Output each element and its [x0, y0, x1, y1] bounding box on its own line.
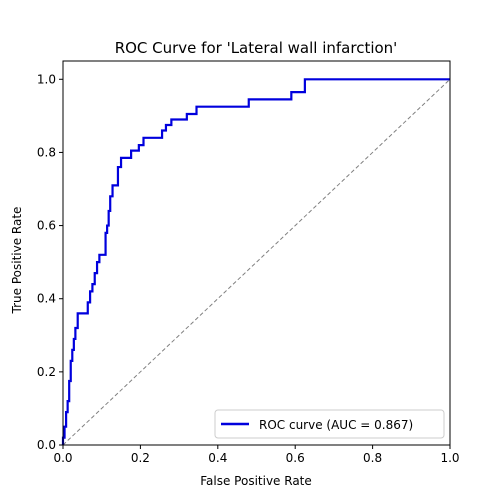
y-tick-label: 0.4 [37, 292, 56, 306]
y-tick-label: 1.0 [37, 72, 56, 86]
x-tick-label: 0.2 [131, 451, 150, 465]
plot-area [61, 60, 451, 446]
chart-title: ROC Curve for 'Lateral wall infarction' [115, 39, 398, 57]
y-tick-label: 0.8 [37, 145, 56, 159]
y-tick-label: 0.6 [37, 219, 56, 233]
axes-frame [62, 60, 451, 446]
x-tick-label: 0.0 [53, 451, 72, 465]
diagonal-reference-line [62, 78, 451, 446]
x-axis-label: False Positive Rate [200, 474, 312, 488]
legend: ROC curve (AUC = 0.867) [214, 409, 445, 439]
x-tick-label: 0.4 [208, 451, 227, 465]
legend-frame [214, 409, 445, 439]
y-tick-label: 0.0 [37, 438, 56, 452]
x-tick-label: 0.6 [286, 451, 305, 465]
roc-curve-line [61, 78, 450, 445]
x-tick-label: 1.0 [440, 451, 459, 465]
x-tick-label: 0.8 [363, 451, 382, 465]
y-tick-label: 0.2 [37, 365, 56, 379]
y-axis-label: True Positive Rate [10, 207, 24, 315]
legend-label-roc: ROC curve (AUC = 0.867) [259, 418, 413, 432]
axis-ticks: 0.0 0.2 0.4 0.6 0.8 1.0 0.0 0.2 0.4 0.6 0.8 1.0 [37, 72, 460, 465]
